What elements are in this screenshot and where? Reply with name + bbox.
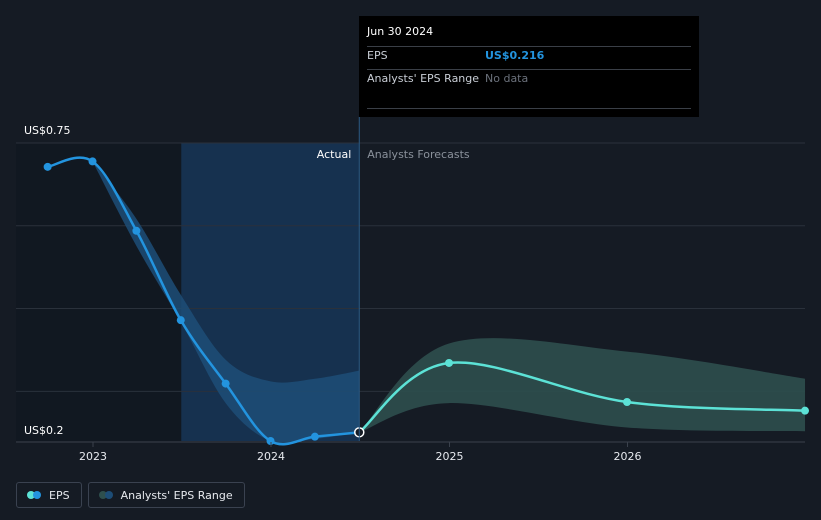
eps-line-actual [46,156,361,446]
legend-dot-forecast-range [98,491,107,499]
eps-point-actual[interactable] [43,162,52,171]
forecast-region-label: Analysts Forecasts [367,148,470,161]
past-period-shade [16,143,182,441]
eps-point-forecast[interactable] [801,406,810,415]
tooltip-range-row: Analysts' EPS Range No data [367,70,691,87]
legend-item-eps[interactable]: EPS [16,482,82,508]
tooltip-divider [367,46,691,47]
y-axis-min-label: US$0.2 [24,424,64,437]
eps-range-legend-swatch-icon [98,491,113,499]
tooltip-divider [367,69,691,70]
eps-point-forecast[interactable] [445,358,454,367]
legend-dot-actual [33,491,41,499]
x-axis-tick-label: 2025 [435,450,463,463]
tooltip-eps-label: EPS [367,49,388,62]
eps-point-actual[interactable] [221,379,230,388]
legend-dot-forecast [27,491,35,499]
eps-point-actual[interactable] [88,157,97,166]
chart-legend: EPS Analysts' EPS Range [16,482,245,508]
eps-range-band-forecast [359,338,806,433]
eps-line-forecast [358,361,807,434]
tooltip-eps-value: US$0.216 [485,49,545,62]
x-axis-tick-label: 2026 [614,450,642,463]
eps-point-actual[interactable] [132,226,141,235]
legend-dot-past-range [104,491,113,499]
tooltip-range-value: No data [485,72,529,85]
tooltip-range-label: Analysts' EPS Range [367,72,480,85]
eps-point-actual[interactable] [176,316,185,325]
eps-point-actual[interactable] [266,437,275,445]
eps-point-forecast[interactable] [623,397,632,406]
legend-item-eps-range[interactable]: Analysts' EPS Range [87,482,245,508]
hover-tooltip: Jun 30 2024 EPS US$0.216 Analysts' EPS R… [359,16,699,117]
x-axis-tick-label: 2023 [79,450,107,463]
eps-points[interactable] [43,157,810,445]
x-axis-ticks: 2023 2024 2025 2026 [79,442,642,463]
eps-point-actual[interactable] [310,432,319,441]
actual-region-label: Actual [317,148,351,161]
eps-lines [46,156,807,446]
tooltip-date: Jun 30 2024 [367,25,434,38]
eps-legend-swatch-icon [27,491,41,499]
tooltip-bottom-divider [367,108,691,109]
y-axis-max-label: US$0.75 [24,124,71,137]
x-axis-tick-label: 2024 [257,450,285,463]
legend-label-eps-range: Analysts' EPS Range [120,488,233,502]
tooltip-eps-row: EPS US$0.216 [367,47,691,64]
legend-label-eps: EPS [49,488,70,502]
